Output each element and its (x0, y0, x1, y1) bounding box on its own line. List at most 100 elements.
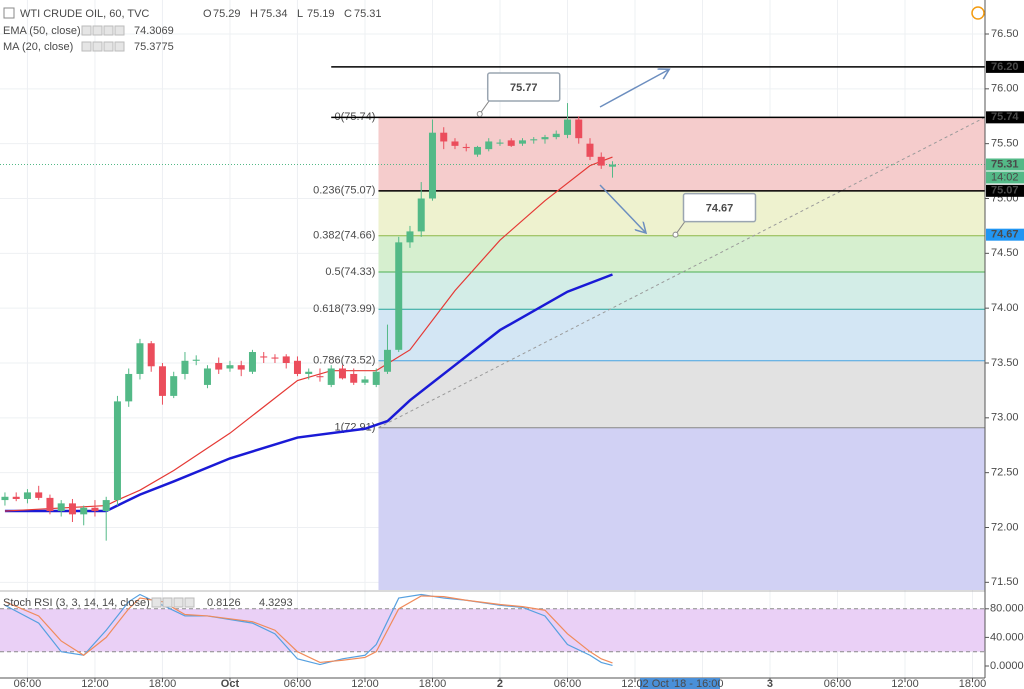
stoch-line (4, 593, 613, 666)
alert-icon[interactable] (971, 6, 985, 20)
y-tick-label: 72.50 (991, 467, 1019, 479)
y-tick-label: 0.0000 (990, 660, 1024, 672)
candle-body (541, 137, 549, 140)
candle-body (406, 231, 414, 243)
candle-body (586, 143, 594, 157)
candle-body (530, 139, 538, 141)
fib-label: 0.618(73.99) (313, 303, 375, 315)
candle-body (23, 492, 31, 499)
arrow (599, 184, 645, 232)
legend-icon[interactable] (162, 597, 173, 608)
stoch-value: 4.3293 (259, 597, 293, 609)
legend-icon[interactable] (151, 597, 162, 608)
price-tag-label: 75.74 (991, 111, 1019, 123)
legend-icon[interactable] (114, 41, 125, 52)
candle-body (608, 164, 616, 167)
candle-body (383, 349, 391, 372)
fib-zone (378, 190, 986, 236)
crosshair-box (639, 678, 720, 689)
x-tick-label: 12:00 (81, 678, 109, 689)
callout-anchor (672, 231, 679, 238)
legend-icon[interactable] (81, 41, 92, 52)
legend-value: 74.3069 (134, 25, 174, 37)
countdown: 14:02 (991, 171, 1019, 183)
candle-body (485, 141, 493, 150)
price-tag-label: 75.31 (991, 158, 1019, 170)
x-tick-label: 18:00 (419, 678, 447, 689)
callout-text: 74.67 (706, 203, 734, 215)
legend-icon[interactable] (103, 41, 114, 52)
chart-title: WTI CRUDE OIL, 60, TVC (20, 8, 149, 20)
y-tick-label: 72.00 (991, 521, 1019, 533)
candle-body (102, 500, 110, 512)
ohlc-key: H (250, 8, 258, 20)
candle-body (260, 356, 268, 358)
fib-zone (378, 117, 986, 191)
x-tick-label: 18:00 (959, 678, 987, 689)
fib-label: 0.236(75.07) (313, 185, 375, 197)
fib-zone (378, 360, 986, 428)
candle-body (350, 373, 358, 383)
candle-body (462, 146, 470, 149)
legend-value: 75.3775 (134, 41, 174, 53)
candle-body (237, 365, 245, 370)
ohlc-value: 75.31 (354, 8, 382, 20)
legend-icon[interactable] (81, 25, 92, 36)
candle-body (440, 132, 448, 142)
y-tick-label: 76.50 (991, 28, 1019, 40)
candle-body (68, 503, 76, 515)
candle-body (597, 156, 605, 166)
price-tag-label: 75.07 (991, 185, 1019, 197)
candle-body (57, 503, 65, 512)
x-tick-label: 12:00 (891, 678, 919, 689)
fib-label: 0.5(74.33) (325, 266, 375, 278)
candle-body (293, 360, 301, 374)
candle-body (113, 401, 121, 501)
ohlc-key: O (203, 8, 212, 20)
candle-body (451, 141, 459, 146)
legend-icon[interactable] (114, 25, 125, 36)
price-tag (986, 184, 1024, 197)
ohlc-key: C (344, 8, 352, 20)
y-tick-label: 76.00 (991, 83, 1019, 95)
arrow (599, 70, 668, 108)
legend-icon[interactable] (184, 597, 195, 608)
ema-line (4, 273, 613, 513)
legend-icon[interactable] (92, 41, 103, 52)
fib-zone (378, 235, 986, 272)
candle-body (147, 343, 155, 367)
price-tag (986, 60, 1024, 73)
candle-body (473, 146, 481, 155)
legend-icon[interactable] (92, 25, 103, 36)
stoch-line (4, 595, 613, 664)
legend-icon[interactable] (103, 25, 114, 36)
stoch-title: Stoch RSI (3, 3, 14, 14, close) (3, 597, 150, 609)
candle-body (361, 379, 369, 383)
candle-body (316, 376, 324, 378)
collapse-icon (3, 7, 15, 19)
x-tick-label: 06:00 (14, 678, 42, 689)
x-tick-label: 12:00 (351, 678, 379, 689)
price-tag-label: 74.67 (991, 229, 1019, 241)
candle-body (35, 492, 43, 498)
fib-label: 0.382(74.66) (313, 230, 375, 242)
fib-zone (378, 427, 986, 590)
y-tick-label: 40.0000 (990, 631, 1024, 643)
x-tick-label: 2 (497, 678, 503, 689)
x-tick-label: 06:00 (284, 678, 312, 689)
callout-text: 75.77 (510, 82, 538, 94)
price-tag-label: 76.20 (991, 61, 1019, 73)
legend-name: EMA (50, close) (3, 25, 81, 37)
legend-name: MA (20, close) (3, 41, 73, 53)
candle-body (12, 496, 20, 499)
legend-icon[interactable] (173, 597, 184, 608)
candle-body (203, 368, 211, 385)
candle-body (552, 133, 560, 138)
candle-body (136, 343, 144, 374)
ohlc-value: 75.34 (260, 8, 288, 20)
fib-zone (378, 271, 986, 310)
candle-body (507, 140, 515, 146)
callout-box (486, 72, 561, 102)
x-tick-label: Oct (221, 678, 240, 689)
